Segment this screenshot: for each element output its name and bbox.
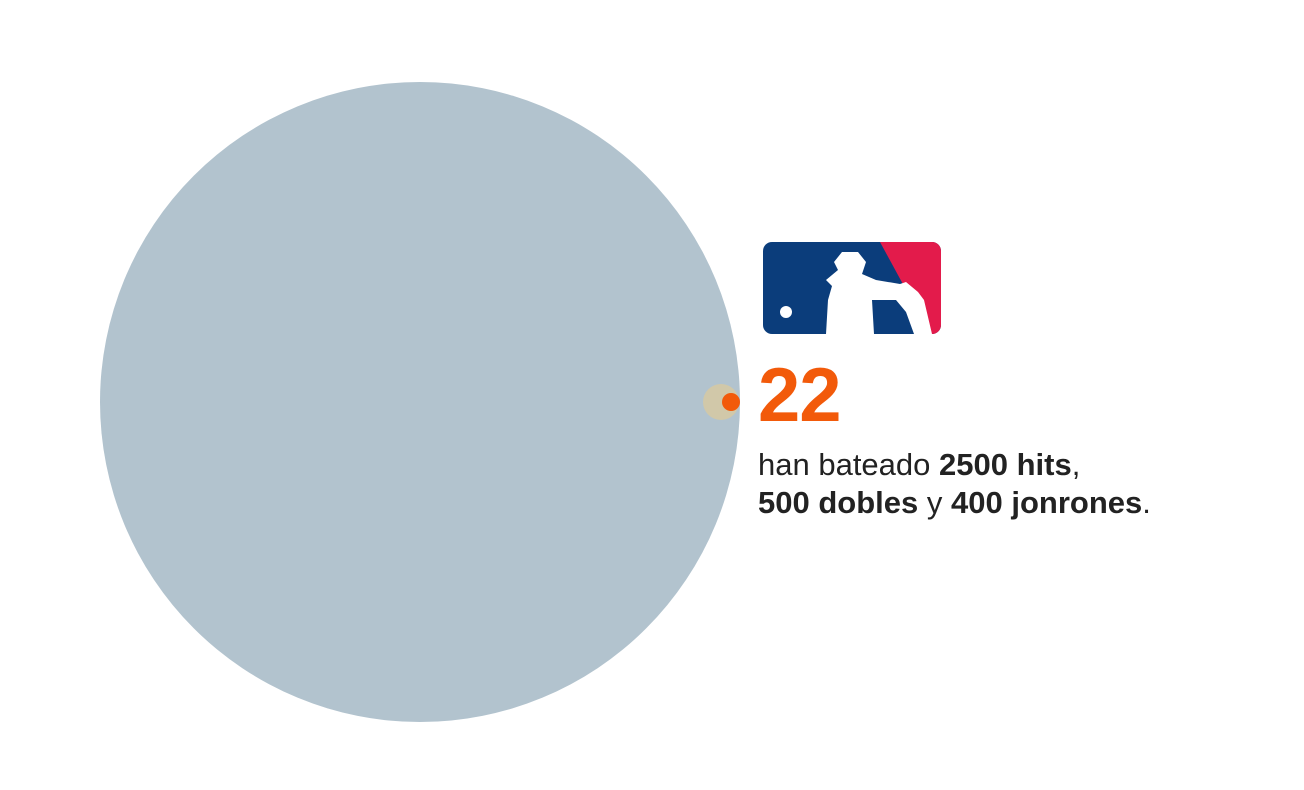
- mlb-logo: [763, 242, 941, 334]
- text: .: [1142, 485, 1151, 520]
- small-circle: [703, 384, 739, 420]
- text: han bateado: [758, 447, 931, 482]
- bold-text: 2500 hits: [939, 447, 1072, 482]
- headline-number: 22: [758, 353, 842, 438]
- dot: [722, 393, 740, 411]
- bold-text: 500 dobles: [758, 485, 919, 520]
- description: han bateado 2500 hits, 500 dobles y 400 …: [758, 446, 1151, 522]
- big-circle: [100, 82, 740, 722]
- line: han bateado 2500 hits,: [758, 446, 1151, 484]
- text: ,: [1071, 447, 1081, 482]
- line: 500 dobles y 400 jonrones.: [758, 484, 1151, 522]
- bold-text: 400 jonrones: [951, 485, 1143, 520]
- text: y: [926, 485, 943, 520]
